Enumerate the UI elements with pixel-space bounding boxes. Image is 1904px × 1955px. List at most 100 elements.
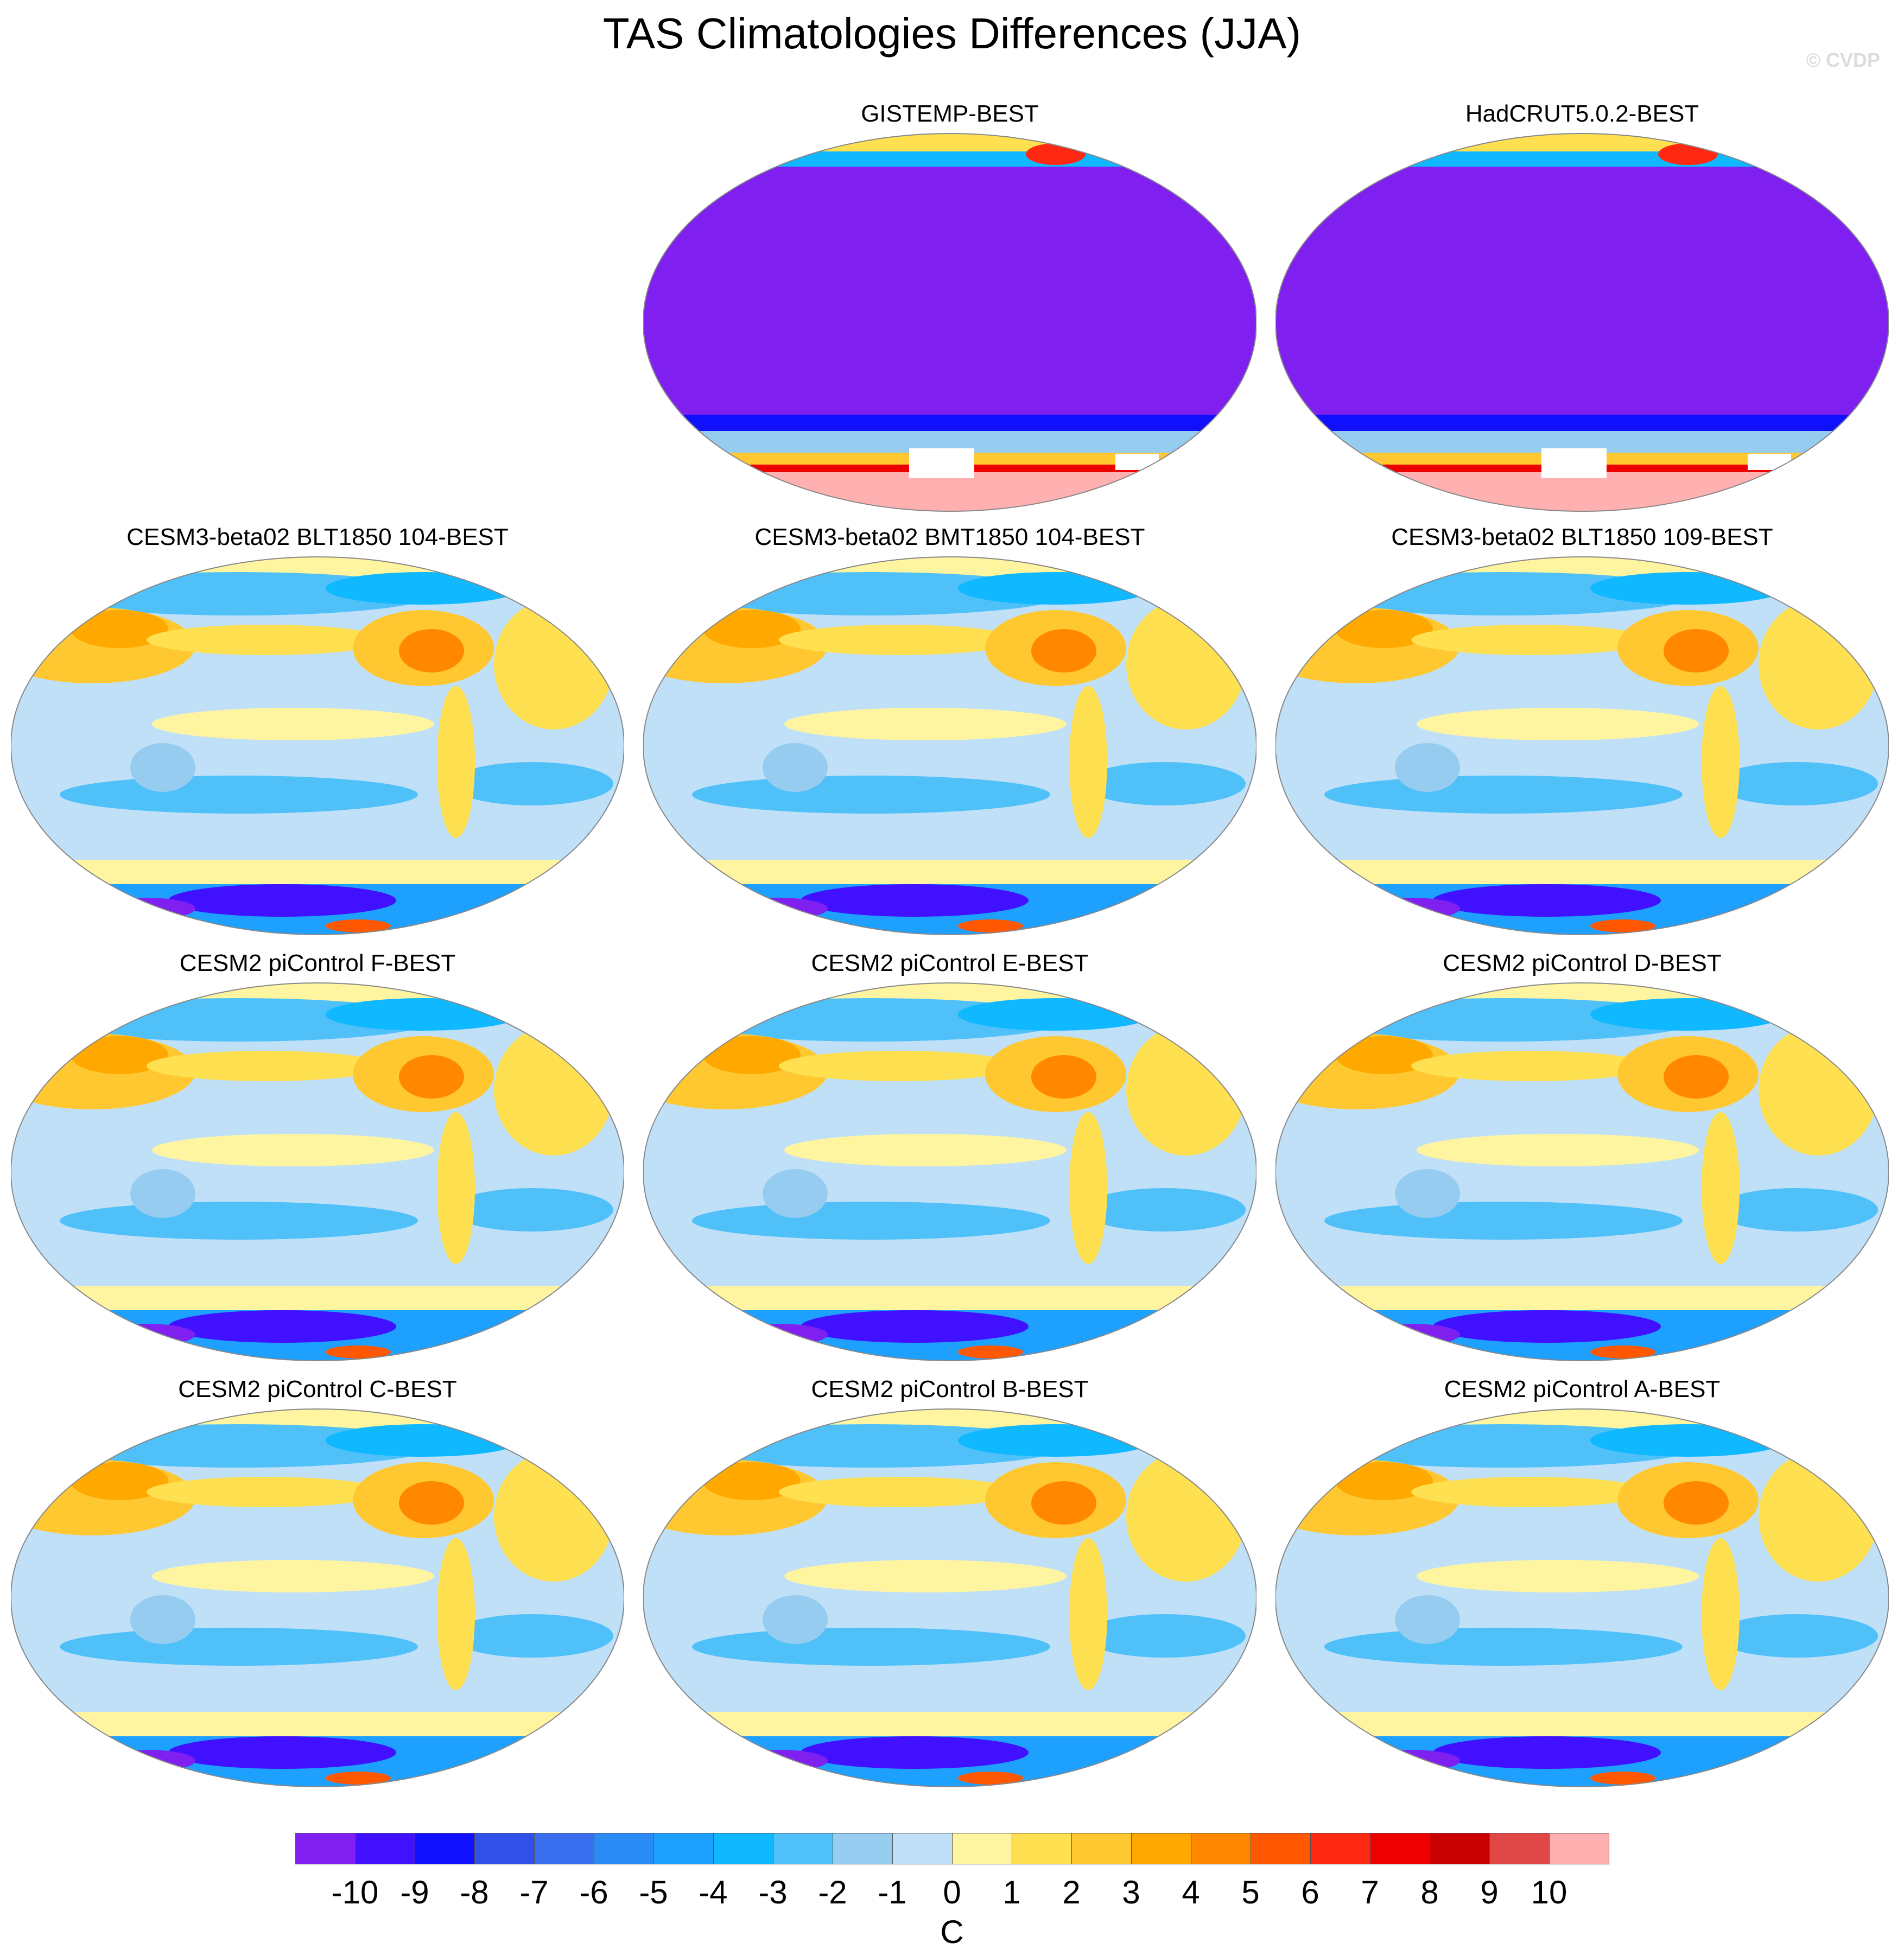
colorbar-swatch [1131, 1833, 1191, 1864]
map-field [11, 557, 624, 935]
antarctic-warm-spot-east [1590, 1772, 1655, 1785]
equatorial-pacific-warm-tongue [1417, 1134, 1699, 1166]
north-america-hot-core [1031, 1481, 1096, 1525]
map-outline [643, 133, 1256, 512]
colorbar-swatch [1489, 1833, 1550, 1864]
antarctic-warm-spot-east [326, 1772, 391, 1785]
page-title: TAS Climatologies Differences (JJA) [602, 9, 1302, 58]
map-panel: CESM2 piControl B-BEST [638, 1373, 1262, 1802]
atlantic-warm-region [494, 1025, 613, 1156]
arctic-cool-core [958, 572, 1153, 605]
map-outline [11, 556, 624, 935]
north-america-hot-core [1031, 1055, 1096, 1099]
panel-title: CESM2 piControl B-BEST [811, 1376, 1089, 1402]
panel-title: CESM2 piControl D-BEST [1443, 950, 1722, 976]
atlantic-warm-region [1759, 599, 1878, 729]
colorbar-swatch [1430, 1833, 1490, 1864]
antarctic-cold-spot-west [1362, 1750, 1460, 1772]
antarctic-warm-spot [81, 1769, 136, 1785]
south-america-warm-strip [1069, 686, 1107, 838]
map-field [1275, 134, 1889, 511]
colorbar-swatch [534, 1833, 594, 1864]
south-america-warm-strip [1069, 1538, 1107, 1690]
australia-region [1395, 743, 1460, 792]
panel-title: CESM3-beta02 BLT1850 104-BEST [126, 524, 509, 550]
australia-region [130, 743, 195, 792]
atlantic-warm-region [494, 599, 613, 729]
arctic-cool-core [326, 572, 521, 605]
south-america-warm-strip [437, 686, 475, 838]
north-pacific-warm-band [779, 625, 1018, 655]
map-panel: CESM2 piControl D-BEST [1270, 947, 1894, 1376]
missing-data-region [1541, 448, 1607, 478]
map-outline [643, 982, 1256, 1361]
colorbar-swatch [713, 1833, 773, 1864]
arctic-cool-core [958, 1424, 1153, 1457]
map-outline [643, 556, 1256, 935]
colorbar-units: C [940, 1914, 964, 1950]
colorbar-tick-label: -5 [639, 1874, 668, 1910]
south-america-warm-strip [1702, 686, 1740, 838]
atlantic-warm-region [494, 1451, 613, 1582]
north-pacific-warm-band [779, 1051, 1018, 1081]
south-america-warm-strip [1069, 1112, 1107, 1264]
antarctic-cold-core [801, 884, 1029, 917]
south-atlantic-cool-band [1083, 1188, 1246, 1232]
colorbar-swatch [952, 1833, 1012, 1864]
map-field [11, 1409, 624, 1787]
asia-warm-core [71, 610, 168, 648]
south-atlantic-cool-band [1715, 762, 1878, 805]
antarctic-cold-spot-west [1362, 898, 1460, 919]
south-pacific-cool-band [692, 1628, 1050, 1666]
colorbar-tick-label: 10 [1531, 1874, 1567, 1910]
colorbar-swatch [892, 1833, 953, 1864]
colorbar-swatch [653, 1833, 714, 1864]
missing-data-region-east [1748, 454, 1791, 470]
asia-warm-core [703, 1462, 801, 1500]
colorbar-tick-label: 8 [1420, 1874, 1439, 1910]
map-panel: CESM2 piControl A-BEST [1270, 1373, 1894, 1802]
panel-title: CESM2 piControl F-BEST [179, 950, 456, 976]
antarctic-cold-core [801, 1310, 1029, 1343]
atlantic-warm-region [1759, 1451, 1878, 1582]
australia-region [1395, 1595, 1460, 1644]
colorbar-tick-label: 3 [1122, 1874, 1140, 1910]
arctic-cool-core [326, 998, 521, 1031]
panel-title: CESM2 piControl A-BEST [1444, 1376, 1721, 1402]
panel-title: GISTEMP-BEST [861, 100, 1039, 127]
antarctic-cold-spot-west [98, 898, 195, 919]
antarctic-warm-spot [81, 917, 136, 932]
arctic-cool-core [1590, 1424, 1786, 1457]
north-america-hot-core [399, 1481, 464, 1525]
north-america-hot-core [1664, 1481, 1729, 1525]
colorbar-tick-label: 0 [943, 1874, 961, 1910]
antarctic-cold-core [168, 884, 396, 917]
north-america-hot-core [399, 629, 464, 672]
south-america-warm-strip [1702, 1112, 1740, 1264]
panel-title: CESM2 piControl C-BEST [178, 1376, 457, 1402]
map-plot [1275, 1408, 1889, 1787]
arctic-transition-band [1275, 151, 1889, 167]
panel-title: CESM2 piControl E-BEST [811, 950, 1089, 976]
equatorial-pacific-warm-tongue [152, 708, 434, 740]
antarctic-warm-spot-east [958, 1772, 1023, 1785]
asia-warm-core [1335, 1036, 1433, 1074]
map-field [643, 983, 1256, 1361]
south-atlantic-cool-band [450, 762, 613, 805]
antarctic-warm-spot-east [1590, 1345, 1655, 1359]
asia-warm-core [71, 1036, 168, 1074]
antarctic-cold-core [168, 1310, 396, 1343]
map-plot [11, 1408, 624, 1787]
south-pacific-cool-band [692, 1202, 1050, 1240]
antarctic-cold-spot-west [730, 1324, 828, 1345]
south-pacific-cool-band [60, 1202, 418, 1240]
north-pacific-warm-band [1411, 1477, 1650, 1507]
colorbar-swatch [594, 1833, 654, 1864]
map-panel: CESM3-beta02 BLT1850 104-BEST [5, 521, 630, 950]
map-panel: GISTEMP-BEST [638, 98, 1262, 526]
map-outline [1275, 1408, 1889, 1787]
asia-warm-core [71, 1462, 168, 1500]
north-pacific-warm-band [1411, 1051, 1650, 1081]
arctic-cool-core [1590, 998, 1786, 1031]
australia-region [763, 743, 828, 792]
